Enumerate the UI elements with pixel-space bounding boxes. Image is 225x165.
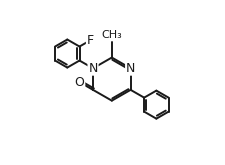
Text: N: N	[126, 62, 135, 75]
Text: O: O	[74, 76, 84, 89]
Text: F: F	[87, 34, 94, 47]
Text: N: N	[88, 62, 98, 75]
Text: CH₃: CH₃	[101, 31, 122, 40]
